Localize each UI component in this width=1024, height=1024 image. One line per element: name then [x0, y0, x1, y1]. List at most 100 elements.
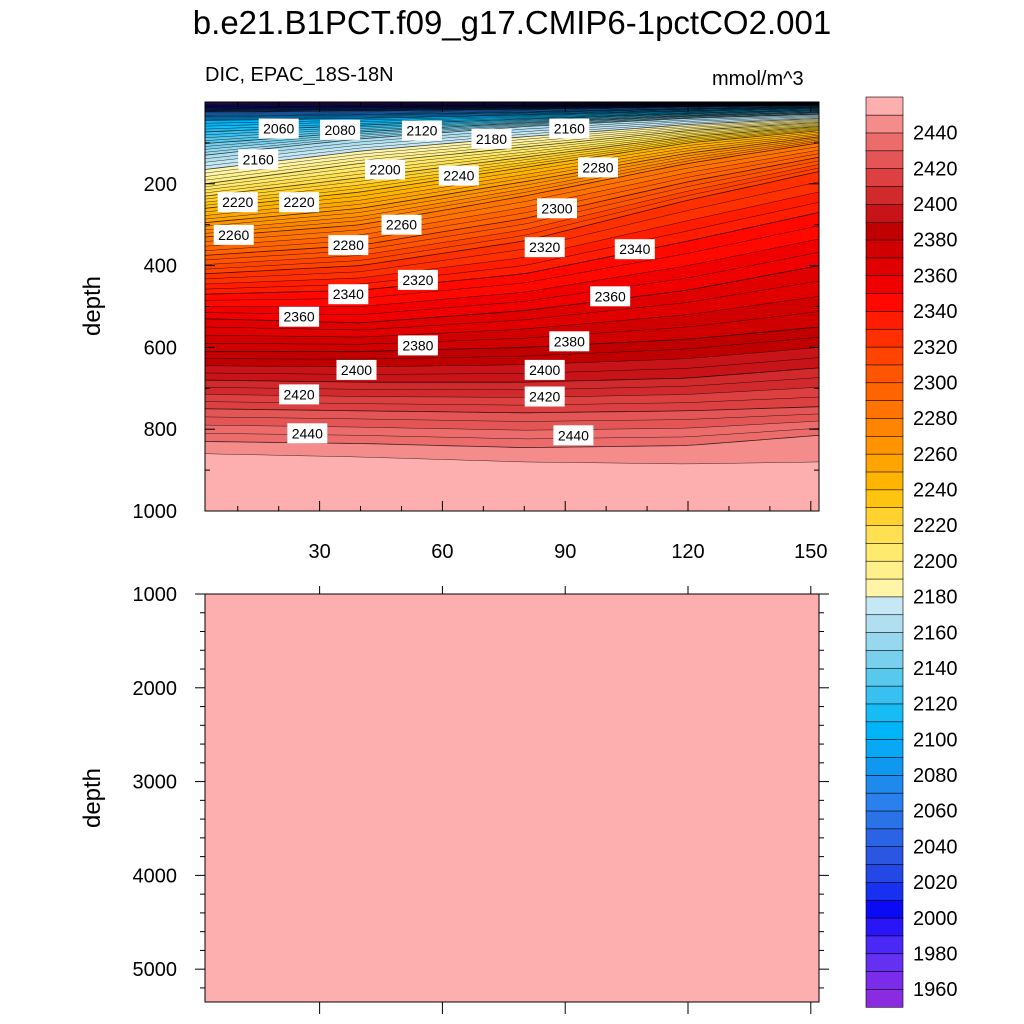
colorbar-box	[865, 596, 904, 616]
lower-panel: 1000 2000 3000 4000 5000 depth	[79, 584, 829, 1014]
colorbar: 1960 1980 2000 2020 2040 2060 2080 2100 2120 2140…	[865, 96, 958, 1008]
contour-label-bg	[549, 118, 590, 139]
contour-label: 2340	[328, 284, 369, 305]
colorbar-box	[865, 435, 904, 455]
contour-label-bg	[438, 165, 479, 186]
contour-line-2155	[205, 113, 819, 153]
contour-line-2080	[205, 106, 819, 117]
x-tick-label: 90	[554, 541, 576, 563]
colorbar-box	[865, 756, 904, 776]
colorbar-label: 2100	[913, 729, 958, 751]
contour-label-text: 2420	[529, 389, 560, 405]
y-tick-label: 3000	[133, 772, 178, 794]
contour-line-2335	[205, 201, 819, 290]
colorbar-box	[865, 774, 904, 794]
contour-label-text: 2060	[263, 121, 294, 137]
colorbar-box	[865, 649, 904, 669]
colorbar-box	[865, 953, 904, 972]
colorbar-box	[865, 899, 904, 919]
contour-line-2345	[205, 225, 819, 301]
colorbar-box	[865, 614, 904, 633]
contour-label-bg	[336, 359, 377, 380]
contour-line-2295	[205, 153, 819, 252]
contour-line-2350	[205, 238, 819, 307]
contour-line-2260	[205, 136, 819, 224]
contour-line-2025	[205, 103, 819, 110]
y-tick-label: 200	[144, 174, 177, 196]
contour-line-2135	[205, 111, 819, 141]
contour-line-2160	[205, 113, 819, 156]
colorbar-label: 2280	[913, 408, 958, 430]
colorbar-box	[865, 739, 904, 758]
contour-label-bg	[365, 159, 406, 180]
colorbar-label: 2340	[913, 301, 958, 323]
colorbar-label: 2360	[913, 265, 958, 287]
contour-label-text: 2400	[529, 362, 560, 378]
colorbar-box	[865, 453, 904, 473]
colorbar-box	[865, 364, 904, 384]
contour-line-2390	[205, 347, 819, 368]
colorbar-box	[865, 471, 904, 491]
contour-line-2375	[205, 311, 819, 345]
x-tick-label: 120	[671, 541, 704, 563]
contour-label-bg	[590, 286, 631, 307]
contour-label-bg	[524, 386, 565, 407]
colorbar-box	[865, 132, 904, 152]
contour-line-2195	[205, 121, 819, 181]
contour-label-bg	[279, 306, 320, 327]
y-tick-label: 800	[144, 419, 177, 441]
contour-line-2085	[205, 106, 819, 118]
contour-label-text: 2440	[292, 425, 323, 441]
colorbar-box	[865, 489, 904, 508]
contour-label-bg	[537, 198, 577, 219]
contour-line-2275	[205, 141, 819, 234]
colorbar-box	[865, 275, 904, 294]
contour-label-bg	[524, 237, 565, 258]
colorbar-box	[865, 792, 904, 812]
contour-label-bg	[279, 192, 320, 213]
contour-label: 2260	[213, 224, 254, 245]
contour-label: 2280	[328, 235, 369, 256]
contour-label-text: 2340	[333, 286, 364, 302]
contour-label: 2200	[365, 159, 406, 180]
contour-label-text: 2360	[595, 288, 626, 304]
contour-line-2315	[205, 167, 819, 270]
colorbar-box	[865, 703, 904, 723]
contour-label: 2220	[279, 192, 320, 213]
contour-line-2285	[205, 146, 819, 242]
contour-line-2265	[205, 138, 819, 227]
contour-label-text: 2320	[529, 239, 560, 255]
contour-label: 2380	[397, 335, 438, 356]
contour-label-bg	[549, 331, 590, 352]
colorbar-box	[865, 310, 904, 330]
contour-label-text: 2220	[222, 194, 253, 210]
contour-line-2225	[205, 127, 819, 200]
contour-label: 2340	[614, 239, 655, 260]
lower-y-axis-title: depth	[79, 768, 106, 828]
contour-line-2320	[205, 171, 819, 275]
contour-line-2185	[205, 119, 819, 174]
contour-line-2145	[205, 112, 819, 147]
contour-label-bg	[397, 269, 438, 290]
contour-label-text: 2080	[325, 122, 356, 138]
contour-line-2140	[205, 111, 819, 144]
contour-label: 2440	[287, 423, 328, 444]
contour-line-2420	[205, 406, 819, 414]
contour-line-2095	[205, 107, 819, 120]
contour-line-2300	[205, 156, 819, 256]
colorbar-label: 2020	[913, 872, 958, 894]
contour-label: 2360	[590, 286, 631, 307]
contour-label: 2220	[217, 192, 258, 213]
contour-label: 2320	[397, 269, 438, 290]
colorbar-box	[865, 400, 904, 419]
contour-label-bg	[287, 423, 328, 444]
x-tick-label: 30	[308, 541, 330, 563]
colorbar-box	[865, 560, 904, 580]
contour-label: 2180	[471, 128, 512, 149]
contour-label: 2120	[401, 120, 442, 141]
colorbar-box	[865, 917, 904, 937]
contour-label-bg	[381, 214, 422, 235]
contour-line-2325	[205, 181, 819, 280]
contour-line-2445	[205, 453, 819, 465]
